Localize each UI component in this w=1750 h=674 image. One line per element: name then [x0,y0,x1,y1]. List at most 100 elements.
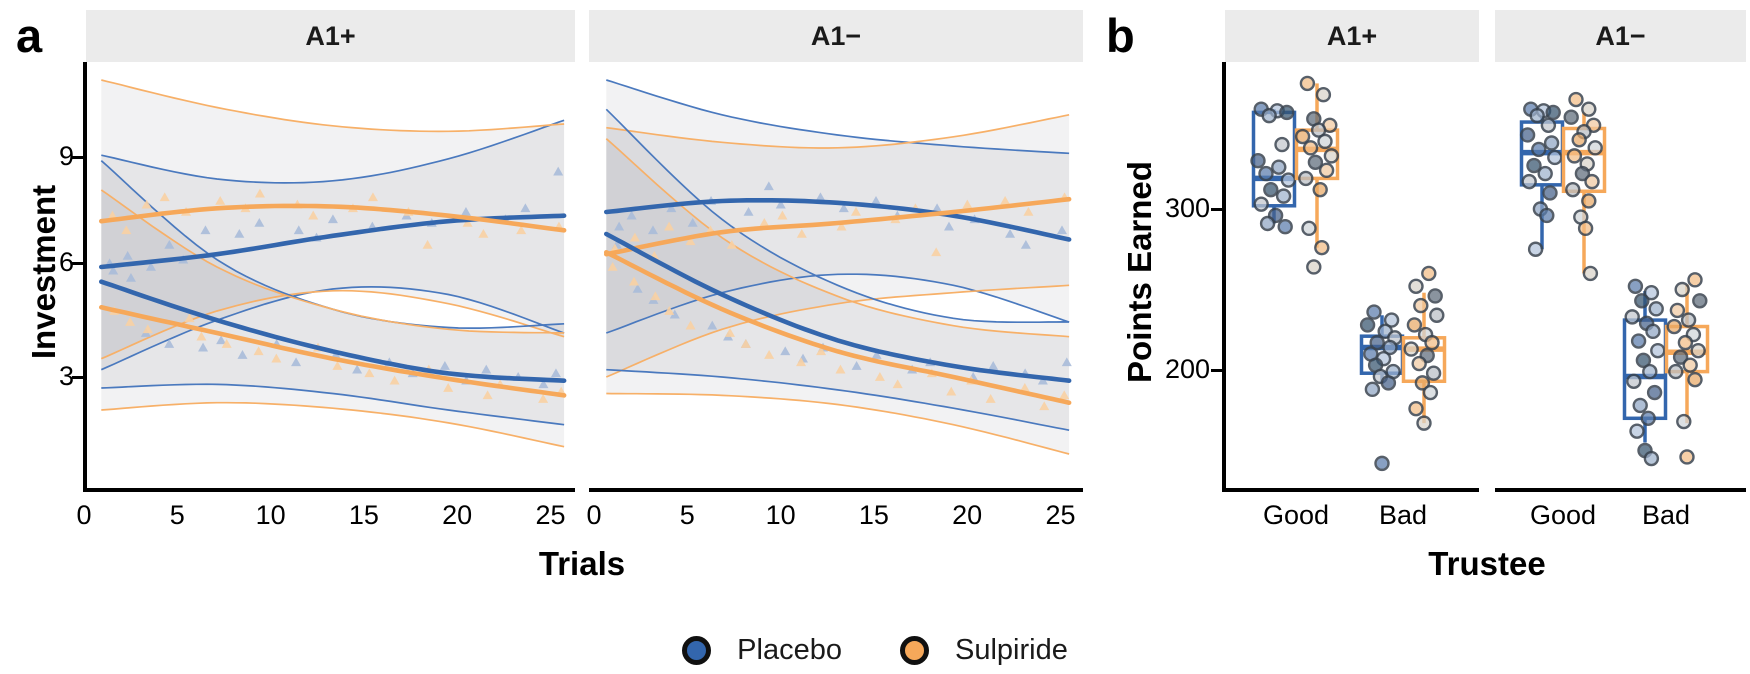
data-triangle-sulpiride [443,383,454,392]
panel-a-y-tickmark [72,156,83,159]
data-triangle-placebo [626,210,637,220]
data-triangle-sulpiride [1019,383,1030,392]
data-triangle-placebo [327,214,338,224]
data-triangle-sulpiride [664,221,675,231]
legend-item-sulpiride: Sulpiride [899,633,1068,667]
data-triangle-sulpiride [874,372,885,381]
data-triangle-sulpiride [1000,196,1011,205]
jitter-point-sulpiride [1676,413,1692,430]
data-triangle-placebo [164,339,175,348]
jitter-point-sulpiride [1298,170,1314,187]
panel-b-letter: b [1106,9,1135,62]
jitter-point-placebo [1279,104,1295,121]
jitter-point-sulpiride [1299,75,1316,92]
panel-b-y-tick-300: 300 [1164,193,1210,223]
jitter-point-sulpiride [1692,293,1708,309]
data-triangle-sulpiride [607,262,618,271]
ci-ribbon-placebo-good [101,120,565,370]
smooth-line-placebo-bad [603,231,1072,384]
panel-a-y-tickmark [72,376,83,379]
jitter-point-placebo [1648,301,1664,317]
data-triangle-placebo [520,203,531,213]
data-triangle-sulpiride [367,192,378,202]
jitter-point-placebo [1645,323,1661,340]
jitter-point-sulpiride [1406,317,1423,333]
ci-ribbon-placebo-bad [101,160,565,425]
jitter-point-sulpiride [1565,181,1581,198]
data-triangle-sulpiride [125,317,136,326]
data-triangle-sulpiride [1039,401,1050,411]
jitter-point-sulpiride [1581,193,1597,209]
data-triangle-sulpiride [836,221,847,231]
jitter-point-placebo [1635,352,1652,369]
panel-a-y-tickmark [72,262,83,265]
data-triangle-sulpiride [835,364,846,374]
panel-b-x-axis-line-facet2 [1495,488,1746,492]
data-triangle-placebo [871,196,881,205]
data-triangle-sulpiride [221,339,232,348]
jitter-point-placebo [1280,172,1297,188]
data-triangle-sulpiride [141,199,152,209]
data-triangle-sulpiride [777,210,788,220]
facet-label: A1+ [305,20,356,51]
data-triangle-placebo [200,225,211,235]
data-triangle-sulpiride [516,225,527,235]
legend: Placebo Sulpiride [575,630,1175,670]
panel-a-x-tick-1-5: 5 [679,500,695,530]
data-triangle-placebo [550,368,561,378]
jitter-point-sulpiride [1416,415,1432,431]
jitter-point-placebo [1369,334,1385,351]
jitter-point-placebo [1364,381,1381,398]
data-triangle-sulpiride [389,375,400,385]
ci-ribbon-placebo-bad [606,109,1070,431]
jitter-point-sulpiride [1668,363,1684,380]
data-triangle-sulpiride [538,394,549,403]
jitter-point-placebo [1526,157,1542,174]
smooth-line-sulpiride-bad [603,250,1072,406]
jitter-point-placebo [1261,107,1277,124]
jitter-point-sulpiride [1568,91,1584,108]
data-triangle-placebo [352,364,363,374]
data-triangle-sulpiride [478,229,489,238]
ci-upper-placebo-good [101,119,565,184]
jitter-point-placebo [1632,397,1648,414]
ci-lower-placebo-bad [101,383,565,426]
jitter-point-placebo [1383,312,1400,328]
data-triangle-sulpiride [816,346,827,356]
jitter-point-placebo [1271,159,1287,175]
jitter-point-placebo [1253,196,1269,212]
data-triangle-sulpiride [759,218,770,227]
jitter-point-placebo [1545,104,1561,121]
data-triangle-placebo [943,221,954,231]
jitter-point-sulpiride [1310,122,1327,138]
data-triangle-sulpiride [892,379,903,389]
jitter-point-placebo [1539,207,1555,224]
ci-upper-placebo-bad [605,108,1070,324]
jitter-point-sulpiride [1679,449,1695,465]
jitter-point-placebo [1527,241,1544,257]
jitter-point-sulpiride [1302,140,1319,156]
jitter-point-sulpiride [1687,371,1703,388]
jitter-point-placebo [1275,188,1292,204]
data-triangle-sulpiride [764,350,775,359]
data-triangle-sulpiride [796,229,807,238]
ci-lower-placebo-good [100,286,565,371]
data-triangle-sulpiride [142,324,153,334]
jitter-point-placebo [1626,373,1642,389]
jitter-point-sulpiride [1323,148,1340,164]
data-triangle-sulpiride [462,218,473,227]
jitter-point-placebo [1646,384,1663,401]
data-triangle-sulpiride [740,339,751,348]
panel-b-x-axis-title: Trustee [1428,545,1546,582]
facet-label: A1− [810,20,862,51]
ci-upper-sulpiride-good [101,79,565,133]
ci-ribbon-sulpiride-bad [101,190,565,447]
jitter-point-placebo [1642,363,1658,380]
jitter-point-placebo [1380,375,1397,391]
sulpiride-dot-icon [899,635,929,665]
jitter-point-placebo [1627,278,1644,294]
legend-label-sulpiride: Sulpiride [954,633,1068,666]
panel-b-y-tick-200: 200 [1164,354,1210,384]
data-triangle-placebo [763,181,774,191]
